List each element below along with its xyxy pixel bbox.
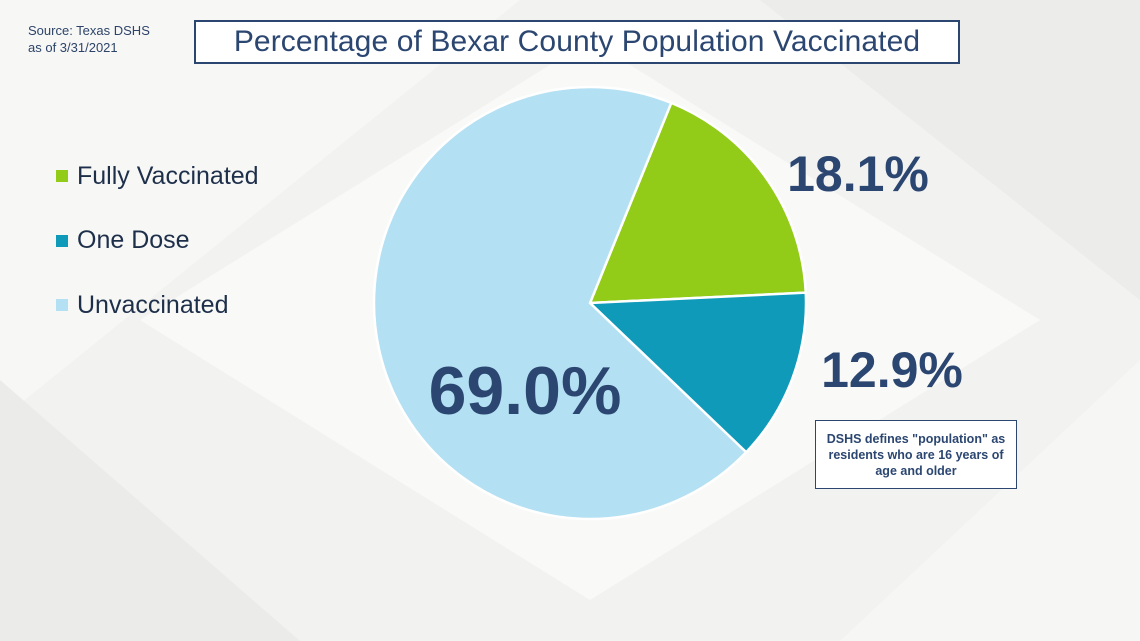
legend-label-fully-vaccinated: Fully Vaccinated	[77, 161, 259, 190]
pie-slices	[372, 85, 808, 521]
chart-title: Percentage of Bexar County Population Va…	[233, 25, 921, 58]
source-date: as of 3/31/2021	[28, 40, 118, 55]
data-label-unvaccinated: 69.0%	[429, 353, 622, 429]
legend-swatch-one-dose	[56, 234, 68, 247]
source-line-1: Source: Texas DSHS	[28, 23, 150, 38]
pie-slice-unvaccinated	[372, 85, 748, 521]
pie-slice-one-dose	[587, 291, 808, 454]
data-label-fully-vaccinated: 18.1%	[787, 146, 929, 202]
population-definition-note: DSHS defines "population" as residents w…	[815, 420, 1017, 489]
legend-label-one-dose: One Dose	[77, 226, 190, 254]
legend-swatch-unvaccinated	[56, 299, 68, 311]
source-note: Source: Texas DSHS as of 3/31/2021	[28, 22, 150, 56]
legend-item-unvaccinated: Unvaccinated	[56, 287, 259, 323]
legend-label-unvaccinated: Unvaccinated	[77, 290, 229, 319]
legend-item-fully-vaccinated: Fully Vaccinated	[56, 158, 259, 194]
population-definition-text: DSHS defines "population" as residents w…	[826, 431, 1006, 478]
data-label-one-dose: 12.9%	[821, 342, 963, 398]
chart-legend: Fully Vaccinated One Dose Unvaccinated	[56, 158, 259, 352]
legend-item-one-dose: One Dose	[56, 223, 259, 259]
chart-title-box: Percentage of Bexar County Population Va…	[194, 20, 960, 64]
pie-slice-fully-vaccinated	[588, 101, 808, 305]
legend-swatch-fully-vaccinated	[56, 170, 68, 182]
